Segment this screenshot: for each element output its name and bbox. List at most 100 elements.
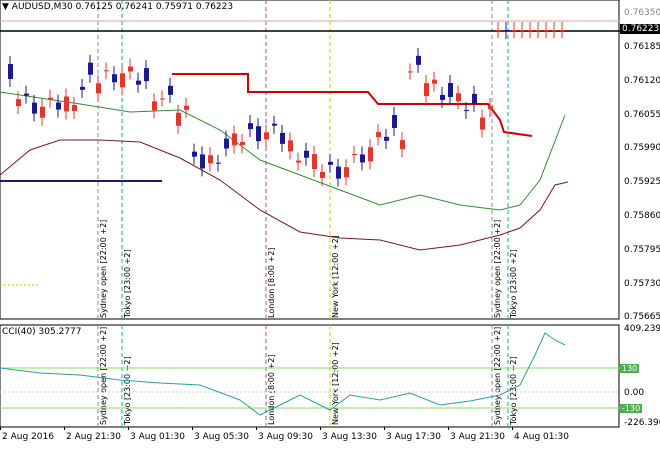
time-axis-label: 4 Aug 01:30 bbox=[514, 432, 569, 442]
candle-body bbox=[40, 106, 45, 118]
candle-body bbox=[176, 112, 181, 126]
session-label: London [8:00 +2] bbox=[267, 355, 276, 425]
candle-body bbox=[208, 155, 213, 164]
time-axis-tick bbox=[256, 427, 257, 430]
price-tick-label: 0.76185 bbox=[624, 42, 660, 52]
candle-body bbox=[456, 93, 461, 102]
candle-body bbox=[104, 70, 109, 72]
candle-body bbox=[152, 101, 157, 111]
cci-scale-label: 130 bbox=[620, 364, 640, 373]
candle-body bbox=[424, 83, 429, 97]
candle-body bbox=[160, 98, 165, 100]
price-chart-svg[interactable]: Sydney open [22:00 +2] Tokyo [23:00 +2] Lo… bbox=[0, 0, 620, 320]
candle-body bbox=[368, 147, 373, 162]
time-axis-label: 3 Aug 13:30 bbox=[322, 432, 377, 442]
session-label: Tokyo [23:00 +2] bbox=[123, 249, 132, 319]
candle-body bbox=[280, 132, 285, 144]
price-tick-label: 0.76120 bbox=[624, 76, 660, 86]
cci-scale-label: -226.3966 bbox=[624, 418, 660, 428]
candle-body bbox=[304, 150, 309, 158]
time-axis-label: 3 Aug 05:30 bbox=[194, 432, 249, 442]
price-tick-label: 0.75730 bbox=[624, 279, 660, 289]
price-scale[interactable]: 0.76185 0.76120 0.76055 0.75990 0.75925 0.758… bbox=[620, 0, 660, 322]
price-tick-label: 0.75925 bbox=[624, 177, 660, 187]
candle-body bbox=[504, 30, 509, 32]
candle-body bbox=[384, 136, 389, 141]
candle-body bbox=[488, 106, 493, 110]
time-axis-label: 3 Aug 21:30 bbox=[450, 432, 505, 442]
candle-body bbox=[352, 154, 357, 156]
current-price-tag: 0.76223 bbox=[620, 24, 660, 34]
candle-body bbox=[192, 151, 197, 157]
cci-scale-label: 409.2392 bbox=[624, 324, 660, 334]
candle-body bbox=[320, 171, 325, 178]
candle-body bbox=[120, 73, 125, 88]
candle-body bbox=[344, 167, 349, 178]
candle-body bbox=[448, 83, 453, 98]
candle-body bbox=[256, 126, 261, 142]
session-label: Tokyo [23:00 +2] bbox=[509, 356, 518, 426]
candle-body bbox=[56, 102, 61, 110]
time-axis-tick bbox=[128, 427, 129, 430]
time-axis-label: 3 Aug 01:30 bbox=[130, 432, 185, 442]
red-step-line bbox=[172, 73, 533, 137]
candle-body bbox=[480, 117, 485, 130]
candle-body bbox=[512, 30, 517, 31]
top-price-tag: 0.76350 bbox=[624, 8, 660, 18]
time-axis-tick bbox=[64, 427, 65, 430]
time-axis-label: 2 Aug 2016 bbox=[2, 432, 54, 442]
session-label: New York [12:00 +2] bbox=[331, 342, 340, 425]
price-tick-label: 0.75795 bbox=[624, 245, 660, 255]
candle-body bbox=[400, 140, 405, 150]
candle-body bbox=[496, 30, 501, 31]
price-tick-label: 0.75665 bbox=[624, 312, 660, 322]
candle-body bbox=[288, 140, 293, 152]
time-axis[interactable]: 2 Aug 2016 2 Aug 21:30 3 Aug 01:30 3 Aug 05… bbox=[0, 427, 620, 450]
candle-body bbox=[216, 162, 221, 164]
candle-body bbox=[80, 86, 85, 90]
candle-body bbox=[544, 30, 549, 31]
candle-body bbox=[464, 110, 469, 112]
candle-body bbox=[8, 64, 13, 79]
cci-scale-label: -130 bbox=[620, 404, 643, 413]
time-axis-tick bbox=[320, 427, 321, 430]
candle-body bbox=[128, 66, 133, 72]
candle-body bbox=[88, 62, 93, 75]
candle-body bbox=[472, 93, 477, 104]
time-axis-label: 3 Aug 09:30 bbox=[258, 432, 313, 442]
time-axis-tick bbox=[192, 427, 193, 430]
ohlc-values: 0.76125 0.76241 0.75971 0.76223 bbox=[75, 2, 234, 12]
time-axis-tick bbox=[448, 427, 449, 430]
price-chart-panel[interactable]: Sydney open [22:00 +2] Tokyo [23:00 +2] Lo… bbox=[0, 0, 620, 320]
cci-title: CCI(40) 305.2777 bbox=[2, 327, 82, 337]
chart-title: ▼ AUDUSD,M30 0.76125 0.76241 0.75971 0.7… bbox=[2, 2, 233, 12]
candle-body bbox=[392, 115, 397, 129]
candle-body bbox=[24, 93, 29, 96]
candle-body bbox=[312, 154, 317, 170]
candle-body bbox=[272, 123, 277, 126]
cci-scale[interactable]: 409.2392 130 0.00 -130 -226.3966 bbox=[620, 324, 660, 428]
candle-body bbox=[336, 166, 341, 179]
candle-body bbox=[560, 30, 565, 31]
candle-body bbox=[240, 142, 245, 146]
candle-body bbox=[96, 83, 101, 94]
session-label: Sydney open [22:00 +2] bbox=[493, 220, 502, 318]
cci-indicator-panel[interactable]: Sydney open [22:00 +2] Tokyo [23:00 +2] Lo… bbox=[0, 324, 620, 428]
cci-chart-svg[interactable]: Sydney open [22:00 +2] Tokyo [23:00 +2] Lo… bbox=[0, 324, 620, 428]
candle-body bbox=[552, 30, 557, 31]
candle-body bbox=[232, 133, 237, 146]
candle-body bbox=[528, 30, 533, 31]
candle-body bbox=[224, 138, 229, 149]
triangle-down-icon: ▼ bbox=[2, 2, 9, 12]
candle-body bbox=[16, 99, 21, 107]
candle-body bbox=[48, 97, 53, 100]
candle-body bbox=[112, 74, 117, 83]
candle-body bbox=[136, 80, 141, 85]
candle-body bbox=[200, 154, 205, 169]
candle-body bbox=[168, 85, 173, 95]
candle-body bbox=[32, 102, 37, 114]
time-axis-tick bbox=[512, 427, 513, 430]
candle-body bbox=[416, 55, 421, 65]
candle-body bbox=[296, 160, 301, 163]
session-label: Sydney open [22:00 +2] bbox=[99, 327, 108, 425]
